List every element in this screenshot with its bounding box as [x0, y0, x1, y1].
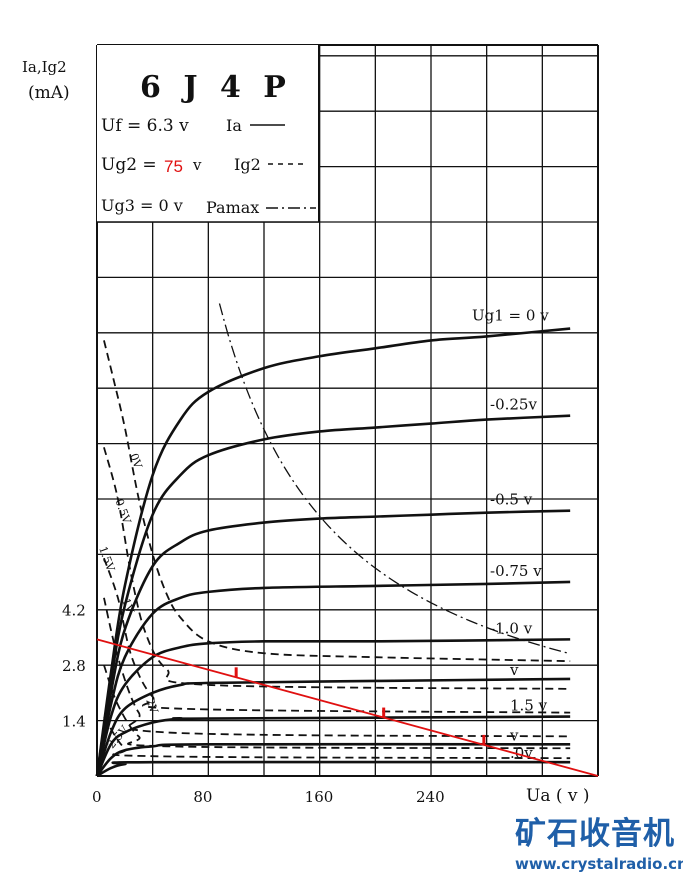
ia-curve-label: -0.5 v	[490, 491, 533, 509]
ia-curve	[95, 327, 571, 777]
chart-title: 6 J 4 P	[140, 70, 292, 105]
y-tick-label: 4.2	[62, 602, 86, 620]
ig2-curve	[103, 664, 571, 750]
legend-ia-label: Ia	[226, 116, 242, 135]
ia-curve	[95, 715, 571, 777]
ia-curve	[95, 414, 571, 777]
load-line-group	[96, 638, 599, 777]
y-tick-label: 2.8	[62, 657, 86, 675]
ia-curve	[96, 760, 571, 778]
ig2-curve-label: 1V	[119, 597, 137, 616]
watermark-title: 矿石收音机	[515, 816, 675, 852]
ia-curve-label: 1.5 v	[510, 697, 548, 715]
x-tick-label: 80	[193, 788, 212, 806]
load-line	[96, 638, 599, 777]
ig2-curve-label: 2V	[143, 697, 161, 716]
ia-curve	[95, 677, 571, 777]
ig2-curve	[103, 597, 571, 738]
ug2-condition-prefix: Ug2 =	[101, 155, 157, 175]
curves: Ug1 = 0 v -0.25v -0.5 v -0.75 v -1.0 v v 1.5 v…	[95, 303, 571, 778]
y-axis-unit: (mA)	[28, 83, 70, 103]
y-axis-label: Ia,Ig2	[22, 58, 67, 76]
x-tick-label: 240	[416, 788, 445, 806]
legend-box: 6 J 4 P Uf = 6.3 v Ia Ug2 = 75 v Ig2 Ug3…	[97, 45, 320, 223]
ig2-curve	[103, 447, 571, 690]
ia-curve-label: -1.0 v	[490, 619, 533, 637]
watermark-url: www.crystalradio.cn	[515, 855, 683, 873]
ig2-curve	[103, 557, 571, 714]
ig2-curve-label: 0V	[127, 452, 145, 471]
ig2-curve	[103, 716, 571, 760]
x-tick-label: 160	[305, 788, 334, 806]
grid	[96, 44, 599, 777]
legend-background	[97, 45, 319, 222]
watermark: 矿石收音机 www.crystalradio.cn	[515, 808, 683, 873]
ia-curve	[95, 509, 571, 777]
ia-curve	[95, 638, 571, 777]
legend-ig2-label: Ig2	[234, 155, 261, 174]
ug3-condition: Ug3 = 0 v	[101, 196, 183, 215]
ia-curve-label: v	[509, 661, 519, 679]
ia-curve	[95, 580, 571, 777]
x-tick-label: 0	[92, 788, 102, 806]
legend-pamax-label: Pamax	[206, 198, 259, 217]
ia-curve-label: -0.25v	[490, 396, 537, 414]
uf-condition: Uf = 6.3 v	[101, 116, 189, 136]
pamax-curve	[218, 303, 571, 655]
tick-labels: 0 80 160 240 4.2 2.8 1.4	[62, 602, 445, 806]
ia-curve-label: -0.75 v	[490, 562, 542, 580]
ug2-unit: v	[192, 156, 202, 174]
ig2-curve-label: 1.5V	[96, 545, 117, 574]
y-tick-label: 1.4	[62, 713, 86, 731]
ig2-curve	[103, 340, 571, 663]
x-axis-label: Ua ( v )	[526, 786, 590, 806]
ia-curve-label: Ug1 = 0 v	[472, 307, 549, 325]
ug2-value: 75	[164, 157, 183, 176]
